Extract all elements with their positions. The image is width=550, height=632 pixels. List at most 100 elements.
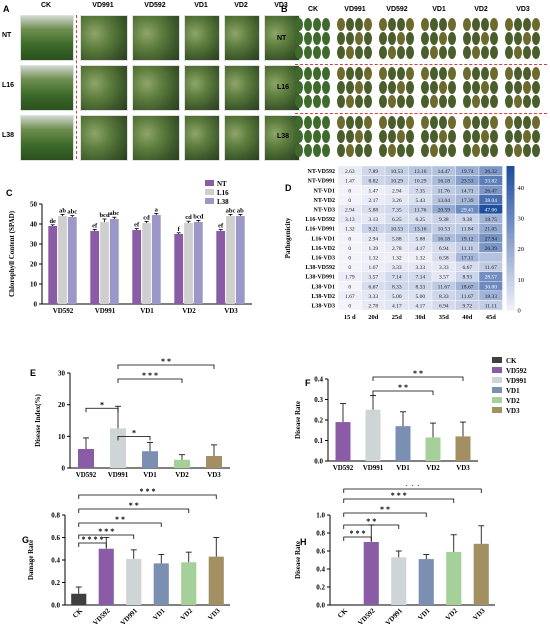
legend-swatch [492, 387, 502, 393]
x-tick-label: VD991 [108, 471, 129, 479]
leaf-icon [532, 32, 540, 45]
leaf-icon [421, 67, 429, 80]
tray-photo [132, 15, 180, 61]
legend-swatch [492, 407, 502, 413]
panel-label-c: C [6, 188, 13, 198]
panel-a-row-label: L38 [2, 132, 15, 139]
y-tick-label: 0.4 [51, 557, 60, 565]
significance-bracket [78, 508, 190, 513]
significance-bracket [78, 542, 107, 547]
significance-bracket [78, 534, 135, 539]
leaf-icon [490, 18, 498, 31]
x-tick-label: VD1 [140, 307, 154, 315]
x-tick-label: VD991 [384, 606, 405, 627]
significance-stars: * * * [350, 529, 366, 538]
leaf-icon [313, 67, 321, 80]
leaf-icon [364, 67, 372, 80]
leaf-icon [397, 46, 405, 59]
significance-bracket [117, 435, 151, 441]
leaf-icon [379, 18, 387, 31]
heatmap-cell-value: 19.74 [461, 169, 474, 175]
x-tick-label: VD1 [151, 606, 167, 622]
legend-label: VD1 [506, 387, 520, 395]
panel-label-b: B [281, 4, 288, 14]
leaf-icon [346, 130, 354, 143]
legend-label: NT [217, 180, 227, 188]
heatmap-row-label: L38-VD2 [311, 294, 335, 300]
legend-swatch [205, 189, 214, 195]
colorbar-segment [506, 290, 515, 297]
tray-photo [224, 115, 260, 161]
leaf-icon [463, 46, 471, 59]
y-tick-label: 0.0 [316, 602, 325, 610]
colorbar-segment [506, 199, 515, 205]
heatmap-cell-value: 10.53 [391, 227, 404, 233]
heatmap-cell-value: 0 [348, 236, 351, 242]
leaf-icon [313, 116, 321, 129]
heatmap-cell-value: 5.88 [368, 208, 378, 214]
significance-letter: a [155, 206, 159, 213]
leaf-icon [490, 81, 498, 94]
significance-bracket [85, 407, 119, 413]
leaf-photo-cell [421, 116, 457, 160]
leaf-icon [322, 81, 330, 94]
leaf-icon [505, 81, 513, 94]
y-tick-label: 30 [30, 241, 38, 249]
bar [208, 556, 224, 605]
x-tick-label: VD592 [91, 606, 112, 627]
leaf-icon [505, 144, 513, 157]
leaf-icon [514, 32, 522, 45]
panel-a-column-label: VD592 [144, 2, 166, 9]
legend-label: VD592 [506, 367, 527, 375]
heatmap-cell-value: 10.53 [438, 227, 451, 233]
heatmap-cell-value: 38.04 [485, 198, 498, 204]
leaf-icon [295, 32, 303, 45]
heatmap-cell-value: 7.35 [392, 208, 402, 214]
leaf-icon [463, 116, 471, 129]
leaf-icon [532, 144, 540, 157]
leaf-icon [532, 116, 540, 129]
heatmap-cell-value: 21.05 [485, 227, 498, 233]
y-tick-label: 20 [30, 261, 38, 269]
heatmap-cell-value: 1.39 [368, 246, 378, 252]
significance-bracket [372, 390, 434, 395]
heatmap-cell-value: 2.94 [368, 236, 378, 242]
leaf-photo-cell [505, 116, 541, 160]
leaf-icon [505, 95, 513, 108]
bar [395, 426, 411, 461]
leaf-icon [388, 144, 396, 157]
heatmap-row-label: NT-VD991 [308, 179, 335, 185]
leaf-icon [430, 144, 438, 157]
heatmap-cell-value: 4.17 [415, 246, 425, 252]
leaf-icon [406, 95, 414, 108]
significance-letter: de [49, 218, 56, 225]
leaf-photo-cell [463, 116, 499, 160]
x-tick-label: VD592 [356, 606, 377, 627]
significance-letter: ef [134, 222, 140, 229]
colorbar-segment [506, 175, 515, 181]
significance-bracket [372, 376, 464, 381]
colorbar-segment [506, 247, 515, 253]
panel-label-d: D [285, 183, 292, 193]
significance-bracket [117, 378, 183, 383]
tray-photo [80, 65, 128, 111]
heatmap-column-label: 15 d [344, 314, 356, 321]
panel-b-column-label: VD3 [516, 6, 530, 13]
heatmap-column-label: 25d [392, 314, 403, 321]
leaf-icon [406, 81, 414, 94]
chart-h-disease-rate: 0.0 0.2 0.4 0.6 0.8 1.0 Disease Rate CK VD592 VD9… [294, 485, 495, 627]
leaf-icon [523, 116, 531, 129]
heatmap-cell-value: 7.14 [392, 275, 402, 281]
leaf-icon [472, 18, 480, 31]
leaf-photo-cell [295, 18, 331, 62]
significance-bracket [78, 494, 217, 499]
y-tick-label: 0.2 [316, 584, 325, 592]
bar [58, 216, 67, 304]
leaf-icon [481, 144, 489, 157]
legend-swatch [492, 397, 502, 403]
leaf-icon [313, 46, 321, 59]
colorbar-segment [506, 190, 515, 196]
significance-letter: ab [59, 207, 66, 214]
leaf-icon [490, 130, 498, 143]
heatmap-cell-value: 3.26 [392, 198, 402, 204]
